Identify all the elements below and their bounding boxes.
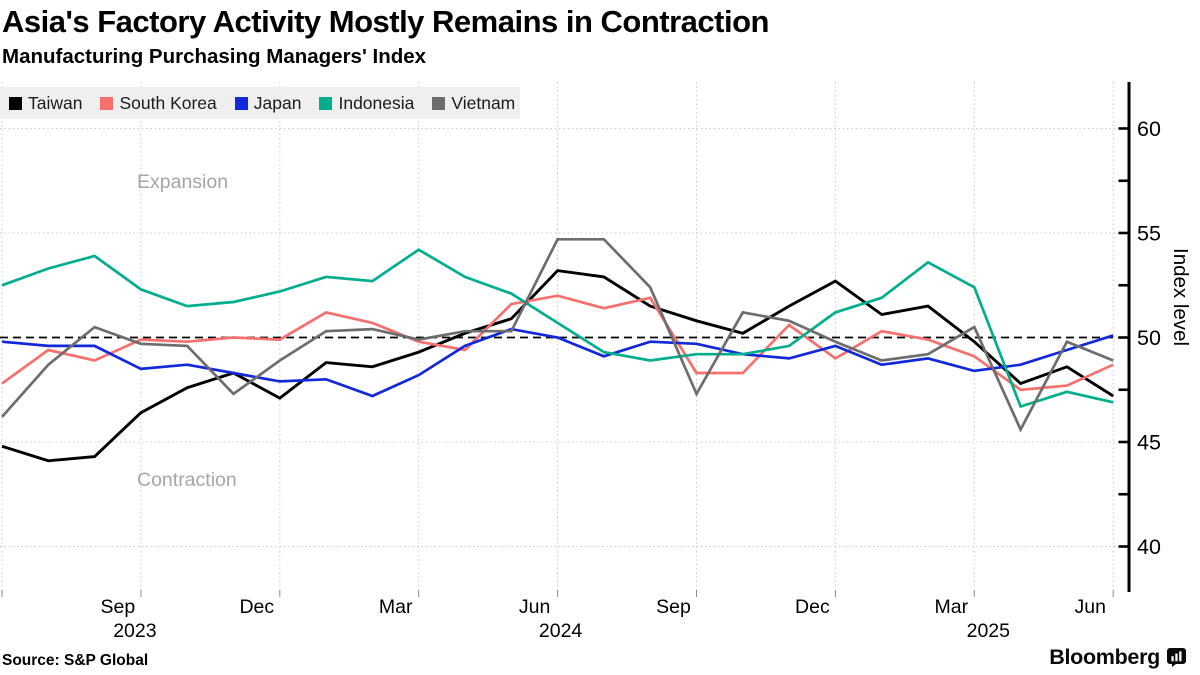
x-tick-label-mar-9: Mar [379, 596, 413, 618]
y-tick-label-55: 55 [1137, 222, 1161, 246]
x-tick-label-jun-12: Jun [519, 596, 550, 618]
legend-swatch [100, 96, 114, 110]
legend-label: South Korea [119, 92, 217, 113]
y-axis-title: Index level [1169, 248, 1192, 347]
x-year-label-2025: 2025 [967, 620, 1011, 642]
legend-item-indonesia: Indonesia [319, 93, 414, 114]
bloomberg-terminal-icon [1167, 648, 1186, 667]
series-line-indonesia [1, 248, 1114, 409]
y-tick-label-50: 50 [1137, 326, 1161, 350]
legend-item-vietnam: Vietnam [432, 93, 515, 114]
legend-swatch [9, 96, 22, 110]
legend-label: Taiwan [28, 92, 83, 113]
x-tick-label-jun-24: Jun [1074, 596, 1105, 618]
legend-swatch [234, 96, 248, 110]
expansion-zone-label: Expansion [137, 171, 229, 193]
y-tick-label-60: 60 [1137, 117, 1161, 141]
y-axis-line [1127, 82, 1131, 592]
series-line-japan [1, 327, 1114, 398]
x-year-label-2024: 2024 [539, 620, 583, 642]
y-tick-label-45: 45 [1137, 431, 1161, 455]
legend-item-south-korea: South Korea [100, 92, 217, 114]
contraction-zone-label: Contraction [137, 469, 237, 491]
series-line-vietnam [0, 237, 1114, 433]
y-tick-label-40: 40 [1137, 535, 1161, 559]
x-tick-label-dec-18: Dec [795, 596, 830, 618]
chart-subtitle: Manufacturing Purchasing Managers' Index [2, 45, 427, 68]
x-tick-label-dec-6: Dec [239, 596, 274, 618]
x-tick-label-sep-3: Sep [101, 596, 136, 618]
series-line-south-korea [1, 294, 1114, 392]
legend-item-taiwan: Taiwan [9, 93, 82, 114]
page-title: Asia's Factory Activity Mostly Remains i… [2, 4, 769, 39]
series-line-taiwan [1, 269, 1114, 463]
legend-label: Vietnam [451, 92, 516, 113]
legend-label: Japan [253, 92, 302, 113]
x-year-label-2023: 2023 [113, 620, 156, 642]
legend-swatch [319, 96, 333, 110]
legend-item-japan: Japan [234, 92, 302, 114]
source-credit: Source: S&P Global [2, 652, 149, 669]
bloomberg-wordmark: Bloomberg [1049, 645, 1160, 669]
x-tick-label-mar-21: Mar [935, 596, 969, 618]
legend: Taiwan South Korea Japan Indonesia Vietnam [0, 87, 520, 119]
bloomberg-logo[interactable]: Bloomberg [1049, 645, 1186, 670]
legend-swatch [432, 96, 446, 110]
legend-label: Indonesia [338, 92, 415, 113]
x-tick-label-sep-15: Sep [656, 596, 691, 618]
